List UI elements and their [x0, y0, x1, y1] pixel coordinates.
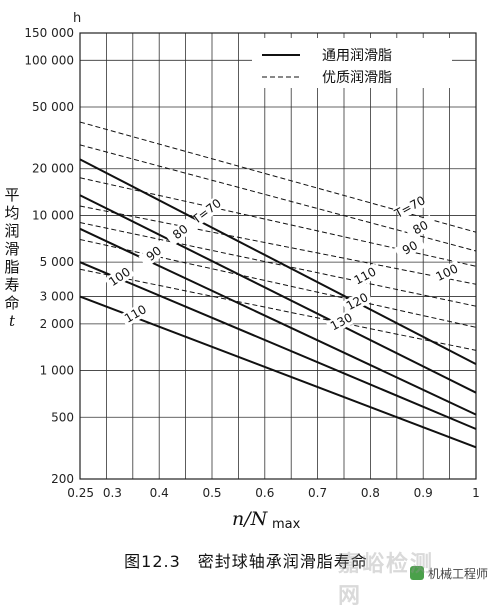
y-axis-label-char: 平 [4, 186, 19, 204]
x-axis-label: n/N max [232, 508, 301, 532]
y-tick-label: 3 000 [40, 290, 74, 304]
curve-label-bg [394, 235, 426, 261]
plot-frame [79, 32, 477, 480]
series-line-premium [79, 205, 477, 285]
legend-entry: 通用润滑脂 [322, 47, 392, 64]
curve-label-bg [325, 309, 358, 335]
y-tick-label: 10 000 [32, 208, 74, 222]
curve-label-bg [191, 197, 223, 226]
series-line-general [79, 261, 477, 430]
x-tick-label: 0.7 [308, 486, 327, 500]
y-unit-label: h [73, 11, 81, 26]
curve-label-bg [349, 263, 381, 289]
series-lines [79, 121, 477, 449]
curve-label-bg [138, 239, 170, 268]
y-tick-label: 20 000 [32, 162, 74, 176]
watermark-site: 嘉峪检测网 [338, 552, 435, 609]
series-line-premium [79, 121, 477, 233]
plot-border [79, 32, 477, 480]
y-tick-label: 100 000 [24, 53, 74, 67]
x-axis-label-var: n/N [232, 508, 269, 530]
x-tick-label: 0.4 [150, 486, 169, 500]
curve-label: T=70 [189, 196, 224, 227]
y-axis-label-char: 润 [4, 222, 19, 240]
curve-label-bg [104, 263, 136, 291]
series-line-general [79, 295, 477, 449]
x-tick-label: 0.25 [67, 486, 94, 500]
y-axis-label-char: 寿 [4, 276, 19, 294]
y-tick-label: 2 000 [40, 317, 74, 331]
curve-label-bg [341, 288, 373, 315]
y-axis-label-char: 脂 [4, 258, 19, 276]
curve-label-bg [404, 214, 437, 241]
curve-label: 90 [400, 238, 420, 258]
watermark: 嘉峪检测网 机械工程师 [338, 552, 488, 609]
series-line-premium [79, 222, 477, 307]
curve-label-bg [394, 194, 426, 220]
y-axis-label-char: 命 [4, 294, 19, 312]
curve-label-bg [164, 217, 196, 246]
legend-box [252, 38, 452, 88]
x-tick-label: 0.9 [414, 486, 433, 500]
series-line-general [79, 158, 477, 366]
watermark-account: 机械工程师 [427, 566, 488, 581]
curve-label: 80 [411, 218, 431, 238]
curve-label-bg [119, 300, 152, 327]
series-line-premium [79, 144, 477, 252]
y-tick-label: 5 000 [40, 255, 74, 269]
x-tick-label: 0.3 [103, 486, 122, 500]
y-tick-label: 500 [51, 410, 74, 424]
y-tick-label: 50 000 [32, 100, 74, 114]
y-tick-label: 1 000 [40, 364, 74, 378]
y-axis-label-char: 均 [4, 204, 19, 222]
x-tick-label: 0.5 [202, 486, 221, 500]
y-axis-label-char: 滑 [4, 240, 19, 258]
x-tick-label: 0.8 [361, 486, 380, 500]
y-tick-label: 150 000 [24, 26, 74, 40]
curve-label-bg [431, 260, 463, 286]
x-tick-labels: 0.25 0.3 0.4 0.5 0.6 0.7 0.8 0.9 1 [67, 486, 480, 500]
figure-caption: 图12.3 密封球轴承润滑脂寿命 [124, 552, 368, 571]
x-axis-label-sub: max [272, 517, 301, 532]
x-tick-label: 1 [472, 486, 480, 500]
series-line-premium [79, 268, 477, 351]
wechat-icon [409, 566, 424, 580]
legend-entry: 优质润滑脂 [322, 69, 392, 86]
x-tick-label: 0.6 [255, 486, 274, 500]
series-line-general [79, 194, 477, 394]
y-tick-labels: 150 000 100 000 50 000 20 000 10 000 5 000 3 0… [24, 26, 74, 486]
y-axis-label-char: t [9, 312, 16, 330]
y-tick-label: 200 [51, 472, 74, 486]
chart-svg: 0.25 0.3 0.4 0.5 0.6 0.7 0.8 0.9 1 150 000 100 00… [4, 11, 480, 532]
